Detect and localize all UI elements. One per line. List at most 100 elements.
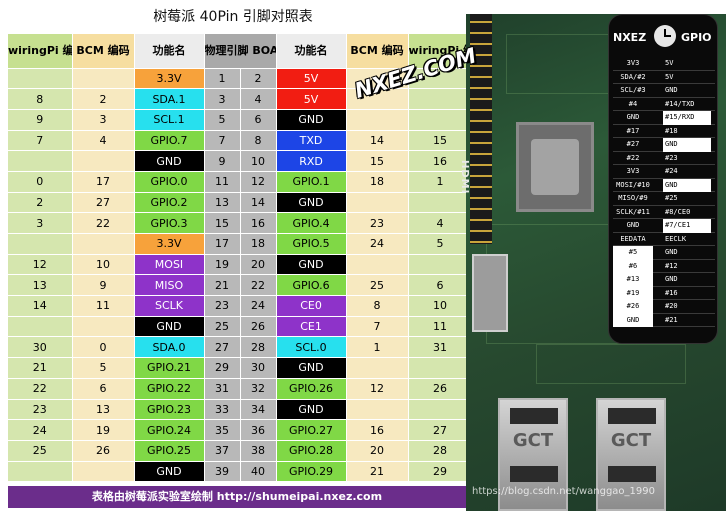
wiringpi-right-cell: 1 [408, 171, 473, 193]
bcm-left-cell: 5 [72, 357, 135, 379]
wiringpi-left-cell: 8 [8, 88, 73, 110]
hdmi-port [472, 254, 508, 332]
physical-right-cell: 8 [240, 130, 277, 152]
bcm-right-cell: 21 [346, 461, 409, 483]
card-brand: NXEZ [613, 31, 647, 44]
physical-left-cell: 9 [204, 150, 241, 172]
table-row: GND 39 40 GPIO.29 21 29 [8, 461, 473, 483]
wiringpi-right-cell: 6 [408, 274, 473, 297]
wiringpi-right-cell: 15 [408, 130, 473, 152]
table-row: 22 6 GPIO.22 31 32 GPIO.26 12 26 [8, 378, 473, 400]
card-pin-list: 3V3 5V SDA/#2 5V SCL/#3 GND #4 #14/TXD GND #15/RX… [613, 57, 715, 327]
wiringpi-left-cell: 12 [8, 254, 73, 276]
physical-right-cell: 14 [240, 192, 277, 214]
card-pin-right: GND [663, 138, 711, 152]
table-row: 23 13 GPIO.23 33 34 GND [8, 399, 473, 421]
bcm-right-cell: 12 [346, 378, 409, 400]
card-pin-right: #12 [665, 261, 678, 270]
physical-right-cell: 36 [240, 419, 277, 441]
function-left-cell: SDA.1 [134, 88, 205, 110]
card-pin-row: #5 GND [613, 246, 715, 260]
bcm-right-cell: 14 [346, 130, 409, 152]
wiringpi-right-cell: 10 [408, 295, 473, 317]
wiringpi-right-cell [408, 254, 473, 276]
wiringpi-right-cell [408, 109, 473, 131]
physical-left-cell: 37 [204, 440, 241, 462]
physical-left-cell: 13 [204, 192, 241, 214]
bcm-left-cell [72, 68, 135, 90]
table-row: 3 22 GPIO.3 15 16 GPIO.4 23 4 [8, 212, 473, 234]
header-bcm-right: BCM 编码 [346, 34, 409, 69]
bcm-left-cell: 11 [72, 295, 135, 317]
bcm-left-cell [72, 461, 135, 483]
function-left-cell: SCLK [134, 295, 205, 317]
card-pin-row: #4 #14/TXD [613, 98, 715, 111]
function-right-cell: GPIO.1 [276, 171, 347, 193]
bcm-right-cell: 7 [346, 316, 409, 338]
bcm-left-cell: 19 [72, 419, 135, 441]
function-left-cell: GPIO.21 [134, 357, 205, 379]
card-pin-right: EECLK [665, 234, 687, 243]
function-left-cell: GND [134, 316, 205, 338]
card-header: NXEZ GPIO [609, 25, 717, 51]
function-right-cell: GPIO.29 [276, 461, 347, 483]
wiringpi-left-cell [8, 461, 73, 483]
function-right-cell: RXD [276, 150, 347, 172]
physical-right-cell: 40 [240, 461, 277, 483]
card-pin-right: GND [665, 248, 678, 256]
table-row: 13 9 MISO 21 22 GPIO.6 25 6 [8, 274, 473, 297]
function-right-cell: GPIO.4 [276, 212, 347, 234]
card-pin-row: #22 #23 [613, 152, 715, 165]
function-right-cell: CE1 [276, 316, 347, 338]
wiringpi-right-cell: 31 [408, 336, 473, 359]
function-right-cell: GND [276, 254, 347, 276]
function-left-cell: GPIO.2 [134, 192, 205, 214]
header-bcm-left: BCM 编码 [72, 34, 135, 69]
wiringpi-right-cell: 28 [408, 440, 473, 462]
function-right-cell: GND [276, 109, 347, 131]
bcm-right-cell: 15 [346, 150, 409, 172]
bcm-left-cell: 3 [72, 109, 135, 131]
bcm-right-cell: 25 [346, 274, 409, 297]
soc-chip-core [531, 139, 579, 195]
card-pin-right: #18 [665, 126, 678, 135]
card-pin-right: #21 [665, 315, 678, 324]
card-pin-right: #25 [665, 194, 678, 202]
physical-left-cell: 19 [204, 254, 241, 276]
function-right-cell: GPIO.6 [276, 274, 347, 297]
wiringpi-left-cell: 3 [8, 212, 73, 234]
table-row: 12 10 MOSI 19 20 GND [8, 254, 473, 276]
table-row: GND 9 10 RXD 15 16 [8, 150, 473, 172]
wiringpi-left-cell [8, 316, 73, 338]
wiringpi-right-cell: 27 [408, 419, 473, 441]
bcm-left-cell: 13 [72, 399, 135, 421]
card-pin-left: EEDATA [620, 234, 646, 243]
card-pin-left: SCLK/#11 [616, 207, 650, 216]
bcm-left-cell: 0 [72, 336, 135, 359]
card-pin-left: #19 [613, 286, 653, 300]
table-row: 24 19 GPIO.24 35 36 GPIO.27 16 27 [8, 419, 473, 441]
card-pin-right: GND [665, 86, 678, 94]
physical-right-cell: 12 [240, 171, 277, 193]
function-left-cell: GND [134, 461, 205, 483]
bcm-left-cell [72, 233, 135, 255]
wiringpi-right-cell [408, 192, 473, 214]
function-right-cell: 5V [276, 88, 347, 110]
function-left-cell: GPIO.0 [134, 171, 205, 193]
card-pin-left: SDA/#2 [620, 72, 646, 81]
physical-right-cell: 34 [240, 399, 277, 421]
usb-port-left: GCT [498, 398, 568, 511]
card-pin-row: SCLK/#11 #8/CE0 [613, 206, 715, 219]
table-row: 8 2 SDA.1 3 4 5V [8, 88, 473, 110]
function-left-cell: GPIO.22 [134, 378, 205, 400]
pcb-trace [536, 344, 686, 384]
bcm-right-cell: 23 [346, 212, 409, 234]
card-pin-left: #22 [626, 153, 640, 162]
card-pin-left: #5 [613, 246, 653, 260]
bcm-right-cell: 8 [346, 295, 409, 317]
bcm-right-cell [346, 88, 409, 110]
physical-left-cell: 7 [204, 130, 241, 152]
physical-left-cell: 25 [204, 316, 241, 338]
wiringpi-left-cell: 23 [8, 399, 73, 421]
function-right-cell: GPIO.28 [276, 440, 347, 462]
